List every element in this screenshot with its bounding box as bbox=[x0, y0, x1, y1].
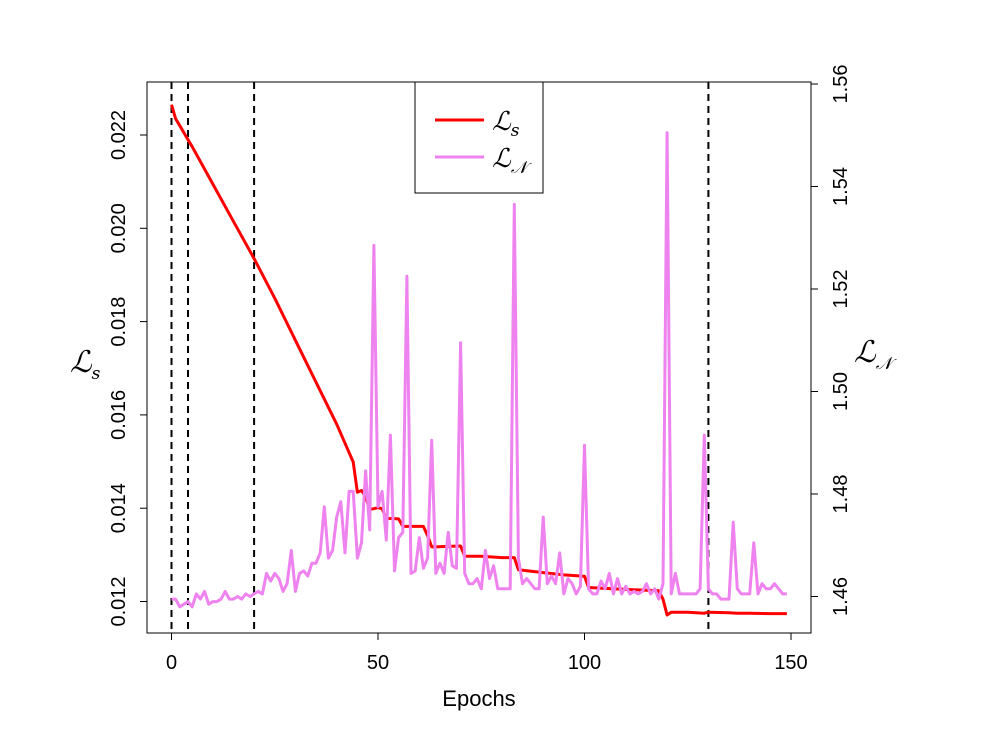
legend: ℒs ℒ𝒩 bbox=[414, 81, 544, 194]
y-left-tick-label: 0.022 bbox=[108, 110, 130, 160]
x-axis-title: Epochs bbox=[442, 686, 515, 711]
y-right-tick-label: 1.50 bbox=[830, 372, 852, 411]
series-line-1 bbox=[171, 131, 787, 609]
legend-label-ls: ℒs bbox=[492, 107, 520, 141]
series-layer bbox=[170, 104, 787, 617]
y-axis-left: 0.012 0.014 0.016 0.018 0.020 0.022 bbox=[108, 110, 147, 627]
y-axis-left-title: ℒs bbox=[70, 345, 101, 384]
y-right-tick-label: 1.48 bbox=[830, 475, 852, 514]
x-axis: 0 50 100 150 bbox=[166, 632, 808, 674]
legend-box bbox=[414, 81, 544, 194]
y-axis-right-title: ℒ𝒩 bbox=[854, 335, 898, 374]
y-left-tick-label: 0.014 bbox=[108, 483, 130, 533]
x-tick-label: 100 bbox=[568, 652, 601, 674]
y-axis-right: 1.46 1.48 1.50 1.52 1.54 1.56 bbox=[811, 65, 852, 616]
y-right-tick-label: 1.54 bbox=[830, 167, 852, 206]
y-left-tick-label: 0.018 bbox=[108, 297, 130, 347]
y-left-tick-label: 0.020 bbox=[108, 203, 130, 253]
x-tick-label: 150 bbox=[774, 652, 807, 674]
x-tick-label: 0 bbox=[166, 652, 177, 674]
y-left-tick-label: 0.016 bbox=[108, 390, 130, 440]
y-right-tick-label: 1.46 bbox=[830, 577, 852, 616]
y-left-tick-label: 0.012 bbox=[108, 576, 130, 626]
y-right-tick-label: 1.56 bbox=[830, 65, 852, 104]
y-right-tick-label: 1.52 bbox=[830, 270, 852, 309]
x-tick-label: 50 bbox=[367, 652, 389, 674]
